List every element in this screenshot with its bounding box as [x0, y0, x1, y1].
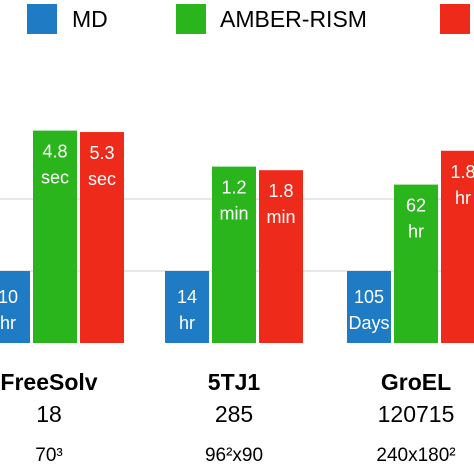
- bar-groel-s2: [394, 184, 438, 343]
- bar-freesolv-s3: [80, 132, 124, 343]
- data-label-freesolv-s3-line2: sec: [88, 169, 116, 189]
- legend-label-md: MD: [72, 6, 108, 32]
- atoms-label-5tj1: 285: [215, 401, 253, 427]
- data-label-groel-s3-line2: hr: [455, 188, 471, 208]
- grid-label-freesolv: 70³: [35, 445, 62, 466]
- data-label-freesolv-s1-line2: hr: [0, 313, 16, 333]
- category-label-groel: GroEL: [381, 369, 451, 395]
- data-label-5tj1-s1-line1: 14: [177, 287, 197, 307]
- legend-swatch-series-3: [440, 4, 470, 34]
- data-label-freesolv-s3-line1: 5.3: [89, 143, 114, 163]
- data-label-freesolv-s2-line1: 4.8: [42, 142, 67, 162]
- data-label-groel-s2-line2: hr: [408, 222, 424, 242]
- bar-groel-s1: [347, 271, 391, 343]
- bar-5tj1-s1: [165, 271, 209, 343]
- data-label-5tj1-s1-line2: hr: [179, 313, 195, 333]
- category-label-freesolv: FreeSolv: [0, 369, 97, 395]
- data-label-groel-s3-line1: 1.8: [450, 162, 474, 182]
- data-label-5tj1-s3-line1: 1.8: [268, 181, 293, 201]
- data-label-groel-s1-line1: 105: [354, 287, 384, 307]
- bar-groel-s3: [441, 150, 474, 343]
- data-label-5tj1-s2-line1: 1.2: [221, 178, 246, 198]
- atoms-label-freesolv: 18: [36, 401, 62, 427]
- data-label-freesolv-s2-line2: sec: [41, 168, 69, 188]
- atoms-label-groel: 120715: [378, 401, 455, 427]
- bar-freesolv-s2: [33, 130, 77, 343]
- data-label-5tj1-s2-line2: min: [219, 204, 248, 224]
- data-label-groel-s2-line1: 62: [406, 196, 426, 216]
- category-label-5tj1: 5TJ1: [208, 369, 261, 395]
- data-label-freesolv-s1-line1: 10: [0, 287, 18, 307]
- bar-5tj1-s3: [259, 170, 303, 343]
- data-label-groel-s1-line2: Days: [348, 313, 389, 333]
- legend-label-amber-rism: AMBER-RISM: [220, 6, 367, 32]
- legend-swatch-md: [27, 4, 57, 34]
- bar-freesolv-s1: [0, 271, 30, 343]
- grid-label-groel: 240x180²: [376, 445, 455, 466]
- bar-5tj1-s2: [212, 166, 256, 343]
- legend-swatch-amber-rism: [176, 4, 206, 34]
- grid-label-5tj1: 96²x90: [205, 445, 263, 466]
- data-label-5tj1-s3-line2: min: [266, 207, 295, 227]
